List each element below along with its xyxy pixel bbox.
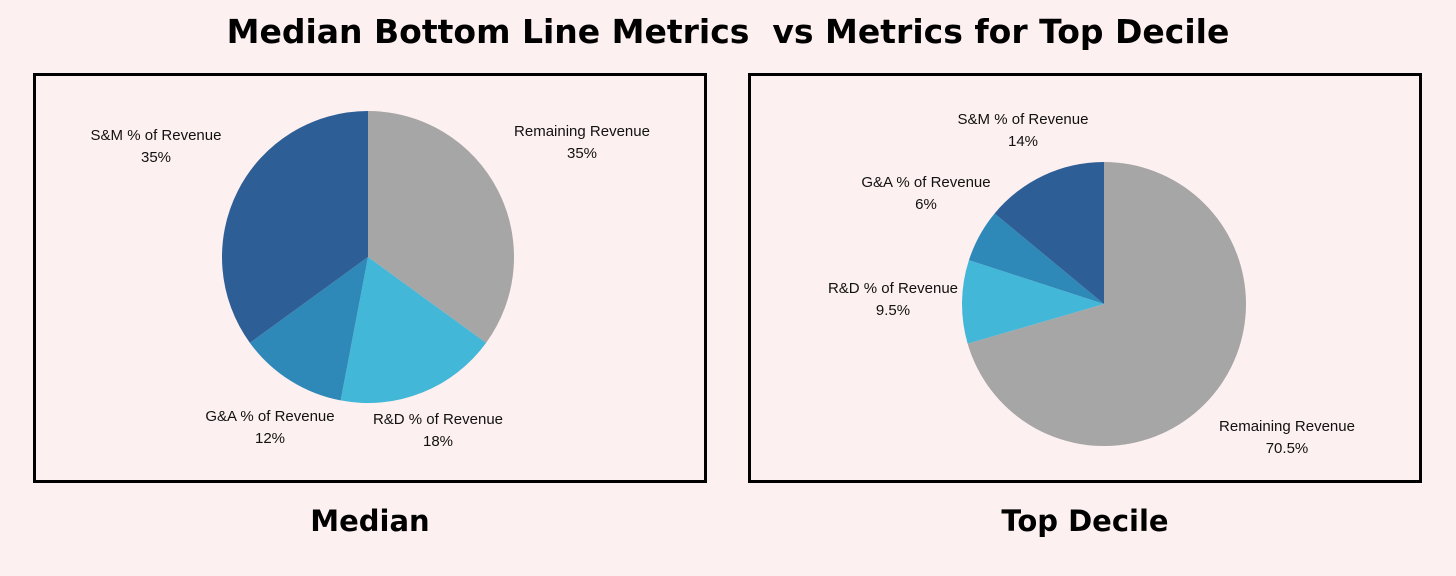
slice-label-sandm-pct-of-revenue: S&M % of Revenue — [91, 127, 222, 144]
median-caption: Median — [310, 504, 430, 538]
top-decile-caption: Top Decile — [1001, 504, 1169, 538]
top-decile-pie-chart: Remaining Revenue 70.5% R&D % of Revenue 9.… — [828, 111, 1355, 457]
slice-value-sandm-pct-of-revenue: 35% — [141, 149, 171, 166]
slice-label-sandm-pct-of-revenue: S&M % of Revenue — [958, 111, 1089, 128]
slice-label-remaining-revenue: Remaining Revenue — [1219, 418, 1355, 435]
pie-slice-remaining-revenue — [967, 162, 1246, 447]
pie-slice-ganda-pct-of-revenue — [249, 257, 368, 401]
median-pie-panel: Remaining Revenue 35% R&D % of Revenue 18% G… — [33, 73, 707, 483]
slice-value-sandm-pct-of-revenue: 14% — [1008, 133, 1038, 150]
slice-value-ganda-pct-of-revenue: 12% — [255, 430, 285, 447]
slice-value-randd-pct-of-revenue: 18% — [423, 433, 453, 450]
median-pie-chart: Remaining Revenue 35% R&D % of Revenue 18% G… — [91, 111, 650, 450]
top-decile-pie-panel: Remaining Revenue 70.5% R&D % of Revenue 9.… — [748, 73, 1422, 483]
slice-value-randd-pct-of-revenue: 9.5% — [876, 302, 910, 319]
slice-value-remaining-revenue: 35% — [567, 145, 597, 162]
slice-label-remaining-revenue: Remaining Revenue — [514, 123, 650, 140]
chart-title: Median Bottom Line Metrics vs Metrics fo… — [226, 12, 1230, 51]
slice-label-randd-pct-of-revenue: R&D % of Revenue — [373, 411, 503, 428]
pie-slice-sandm-pct-of-revenue — [994, 162, 1104, 304]
slice-value-ganda-pct-of-revenue: 6% — [915, 196, 937, 213]
pie-slice-randd-pct-of-revenue — [962, 260, 1104, 344]
pie-slice-ganda-pct-of-revenue — [968, 213, 1104, 304]
slice-label-ganda-pct-of-revenue: G&A % of Revenue — [205, 408, 334, 425]
pie-slice-remaining-revenue — [368, 111, 514, 343]
slice-value-remaining-revenue: 70.5% — [1266, 440, 1309, 457]
slice-label-ganda-pct-of-revenue: G&A % of Revenue — [861, 174, 990, 191]
pie-slice-sandm-pct-of-revenue — [222, 111, 368, 343]
pie-slice-randd-pct-of-revenue — [340, 257, 487, 403]
slice-label-randd-pct-of-revenue: R&D % of Revenue — [828, 280, 958, 297]
